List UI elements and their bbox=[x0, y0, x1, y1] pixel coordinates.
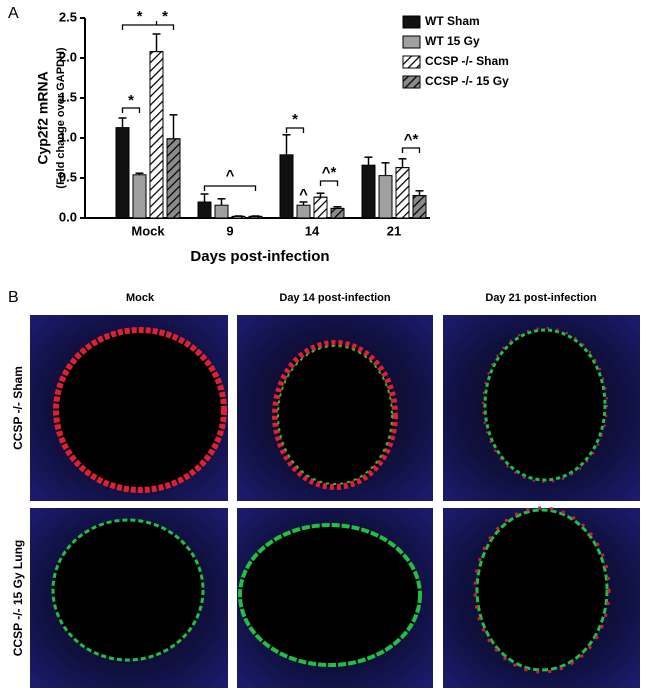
legend-label: CCSP -/- Sham bbox=[425, 54, 509, 68]
y-tick-label: 1.0 bbox=[59, 129, 77, 144]
significance-label: * bbox=[292, 111, 298, 128]
x-tick-label: 9 bbox=[226, 223, 233, 238]
bar bbox=[279, 154, 294, 219]
bar-hatch bbox=[313, 196, 328, 219]
row-label: CCSP -/- Sham bbox=[11, 366, 25, 450]
bar-hatch bbox=[395, 167, 410, 219]
airway bbox=[51, 518, 205, 662]
significance-bracket bbox=[203, 185, 257, 191]
row-label: CCSP -/- 15 Gy Lung bbox=[11, 540, 25, 656]
airway bbox=[53, 327, 227, 493]
bar-hatch bbox=[231, 215, 246, 219]
airway bbox=[475, 508, 609, 672]
airway bbox=[483, 328, 607, 482]
significance-label: ^ bbox=[226, 167, 235, 184]
x-tick-label: 21 bbox=[387, 223, 401, 238]
airway bbox=[473, 506, 611, 674]
airway bbox=[272, 340, 398, 490]
bar bbox=[115, 127, 130, 219]
bar-hatch bbox=[149, 51, 164, 219]
bar bbox=[296, 204, 311, 219]
significance-bracket bbox=[121, 24, 175, 30]
significance-bracket bbox=[121, 107, 141, 113]
significance-label: ^* bbox=[404, 131, 419, 148]
legend-swatch-hatch bbox=[402, 55, 421, 69]
bar-hatch bbox=[330, 207, 345, 219]
bar bbox=[378, 175, 393, 219]
significance-bracket bbox=[285, 127, 305, 133]
airway bbox=[277, 345, 393, 485]
y-tick-label: 2.5 bbox=[59, 9, 77, 24]
legend-label: WT 15 Gy bbox=[425, 34, 480, 48]
y-tick-label: 2.0 bbox=[59, 49, 77, 64]
bar bbox=[132, 174, 147, 219]
x-axis-label: Days post-infection bbox=[190, 248, 329, 265]
y-axis-sublabel: (Fold change over GAPDH) bbox=[55, 47, 67, 189]
bar-hatch bbox=[248, 215, 263, 219]
legend-swatch bbox=[402, 35, 421, 49]
bar-hatch bbox=[166, 138, 181, 219]
airway bbox=[482, 327, 608, 483]
significance-label: ^* bbox=[322, 164, 337, 181]
significance-bracket bbox=[319, 180, 339, 186]
significance-label: * bbox=[137, 8, 143, 25]
micrographs bbox=[30, 315, 640, 688]
panel-label: A bbox=[8, 5, 19, 22]
legend-label: CCSP -/- 15 Gy bbox=[425, 74, 509, 88]
x-tick-label: 14 bbox=[305, 223, 320, 238]
y-axis-label: Cyp2f2 mRNA bbox=[35, 71, 51, 164]
airway bbox=[238, 523, 422, 667]
bar bbox=[361, 164, 376, 219]
legend-swatch-hatch bbox=[402, 75, 421, 89]
significance-bracket bbox=[401, 147, 421, 153]
y-tick-label: 0.5 bbox=[59, 169, 77, 184]
bar bbox=[197, 201, 212, 219]
significance-label: * bbox=[162, 8, 168, 25]
column-label: Day 21 post-infection bbox=[485, 292, 597, 304]
bar-hatch bbox=[412, 195, 427, 219]
column-label: Day 14 post-infection bbox=[279, 292, 391, 304]
legend-swatch bbox=[402, 15, 421, 29]
panel-label: B bbox=[8, 289, 19, 306]
significance-label: * bbox=[128, 92, 134, 109]
bar bbox=[214, 204, 229, 219]
column-label: Mock bbox=[126, 292, 155, 304]
y-tick-label: 0.0 bbox=[59, 209, 77, 224]
significance-label: ^ bbox=[299, 186, 308, 203]
y-tick-label: 1.5 bbox=[59, 89, 77, 104]
x-tick-label: Mock bbox=[131, 223, 165, 238]
legend-label: WT Sham bbox=[425, 14, 480, 28]
